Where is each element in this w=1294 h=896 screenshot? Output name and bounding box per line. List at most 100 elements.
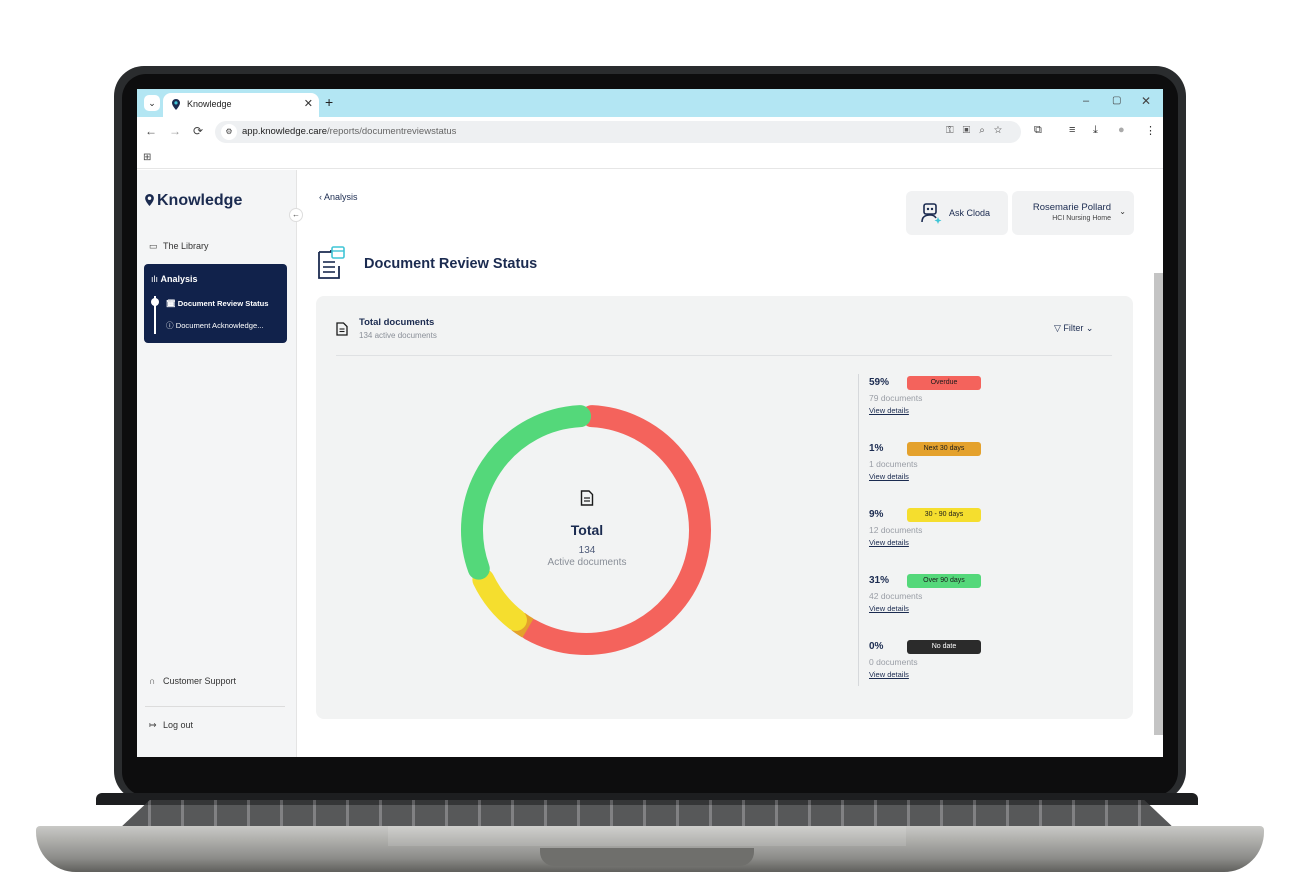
view-details-link[interactable]: View details [869, 406, 909, 415]
status-badge: Next 30 days [907, 442, 981, 456]
status-badge: Over 90 days [907, 574, 981, 588]
laptop-keyboard [118, 800, 1176, 830]
window-restore-button[interactable]: ▢ [1112, 95, 1122, 106]
user-menu[interactable]: Rosemarie Pollard HCI Nursing Home ⌄ [1012, 191, 1134, 235]
document-calendar-icon [318, 246, 345, 279]
donut-segment-overdue[interactable] [519, 405, 711, 655]
bookmarks-bar: ⊞ [137, 147, 1163, 169]
view-details-link[interactable]: View details [869, 472, 909, 481]
omnibox-action-icons[interactable]: ⚿▣⌕☆ [946, 125, 1011, 136]
tab-search-button[interactable]: ⌄ [144, 95, 160, 111]
browser-window: ⌄ Knowledge ✕ + – ▢ ✕ ← → ⟳ ⚙ app.knowle… [137, 89, 1163, 757]
reading-list-icon[interactable]: ≡ [1069, 124, 1076, 136]
knowledge-pin-icon [145, 194, 154, 206]
tab-close-icon[interactable]: ✕ [303, 98, 313, 110]
legend-item-overdue: 59% Overdue 79 documents View details [869, 376, 993, 427]
ask-cloda-button[interactable]: Ask Cloda [906, 191, 1008, 235]
chevron-left-icon: ‹ [319, 192, 325, 202]
laptop-touchpad [388, 826, 906, 846]
chevron-down-icon: ⌄ [1119, 207, 1126, 216]
sidebar-item-analysis[interactable]: ılı Analysis 🗓 Document Review Status ⓘ … [144, 264, 287, 343]
calendar-icon: 🗓 [166, 299, 178, 308]
book-icon: ▭ [149, 241, 158, 251]
filter-button[interactable]: ▽ Filter ⌄ [1054, 323, 1094, 333]
menu-kebab-icon[interactable]: ⋮ [1145, 125, 1156, 137]
collapse-sidebar-button[interactable]: ← [289, 208, 303, 222]
donut-center-count: 134 [578, 545, 596, 556]
status-badge: 30 - 90 days [907, 508, 981, 522]
view-details-link[interactable]: View details [869, 538, 909, 547]
tab-bar: ⌄ Knowledge ✕ + – ▢ ✕ [137, 89, 1163, 117]
forward-button[interactable]: → [169, 124, 181, 138]
browser-tab[interactable]: Knowledge ✕ [163, 93, 319, 117]
card-title: Total documents [359, 317, 435, 328]
ask-cloda-label: Ask Cloda [949, 208, 991, 218]
legend-doc-count: 1 documents [869, 459, 918, 469]
sidebar-item-customer-support[interactable]: ∩ Customer Support [149, 676, 237, 686]
legend-doc-count: 0 documents [869, 657, 918, 667]
legend-item-over-90-days: 31% Over 90 days 42 documents View detai… [869, 574, 993, 625]
info-circle-icon: ⓘ [166, 321, 176, 330]
headset-icon: ∩ [149, 676, 156, 686]
legend-percent: 1% [869, 443, 884, 454]
analysis-label[interactable]: ılı Analysis [151, 274, 198, 284]
card-divider [336, 355, 1112, 356]
download-icon[interactable]: ⤓ [1093, 124, 1098, 136]
window-close-button[interactable]: ✕ [1141, 94, 1152, 108]
sidebar-subitem-document-acknowledgement[interactable]: ⓘ Document Acknowledge... [166, 321, 264, 330]
main-content: ‹ Analysis Ask Cloda Rosemarie Pollard H… [297, 170, 1151, 757]
donut-center-title: Total [570, 522, 604, 538]
view-details-link[interactable]: View details [869, 604, 909, 613]
address-bar[interactable]: ⚙ app.knowledge.care/reports/documentrev… [215, 121, 1021, 143]
legend-percent: 31% [869, 575, 890, 586]
document-center-icon [580, 490, 594, 506]
apps-grid-icon[interactable]: ⊞ [143, 152, 152, 163]
status-badge: Overdue [907, 376, 981, 390]
donut-center-label: Active documents [547, 557, 627, 568]
bar-chart-icon: ılı [151, 274, 161, 284]
legend-percent: 0% [869, 641, 884, 652]
site-info-icon[interactable]: ⚙ [221, 124, 237, 140]
tab-title: Knowledge [187, 99, 232, 109]
legend-doc-count: 12 documents [869, 525, 923, 535]
new-tab-button[interactable]: + [325, 94, 334, 110]
chevron-down-icon: ⌄ [1083, 323, 1094, 333]
back-button[interactable]: ← [145, 124, 157, 138]
extensions-icon[interactable]: ⧉ [1034, 124, 1042, 136]
browser-toolbar: ← → ⟳ ⚙ app.knowledge.care/reports/docum… [137, 117, 1163, 147]
reload-button[interactable]: ⟳ [193, 124, 204, 138]
page-title: Document Review Status [364, 256, 538, 272]
sidebar-divider [145, 706, 285, 707]
legend-item-next-30-days: 1% Next 30 days 1 documents View details [869, 442, 993, 493]
donut-chart [461, 405, 711, 655]
window-minimize-button[interactable]: – [1083, 95, 1090, 107]
robot-assistant-icon [921, 203, 942, 224]
legend-doc-count: 42 documents [869, 591, 923, 601]
filter-funnel-icon: ▽ [1054, 323, 1064, 333]
legend-item-no-date: 0% No date 0 documents View details [869, 640, 993, 691]
url-text[interactable]: app.knowledge.care/reports/documentrevie… [242, 126, 457, 137]
donut-segment-30-90-days[interactable] [472, 568, 527, 631]
sidebar-item-logout[interactable]: ↦ Log out [149, 720, 194, 730]
brand-logo[interactable]: Knowledge [145, 192, 242, 210]
logout-icon: ↦ [149, 720, 157, 730]
card-subtitle: 134 active documents [359, 331, 437, 340]
profile-avatar-icon[interactable]: ● [1118, 124, 1125, 136]
status-badge: No date [907, 640, 981, 654]
submenu-active-indicator [151, 298, 159, 306]
breadcrumb-back-link[interactable]: ‹ Analysis [319, 192, 358, 202]
page-scrollbar[interactable] [1154, 273, 1163, 735]
document-icon [336, 322, 348, 336]
legend-percent: 9% [869, 509, 884, 520]
user-organization: HCI Nursing Home [1052, 215, 1111, 222]
donut-segment-over-90-days[interactable] [461, 405, 592, 580]
view-details-link[interactable]: View details [869, 670, 909, 679]
submenu-tree-line [154, 296, 156, 334]
knowledge-logo-icon [172, 99, 180, 110]
sidebar: Knowledge ← ▭ The Library ılı Analysis 🗓 … [137, 170, 303, 757]
sidebar-item-library[interactable]: ▭ The Library [149, 241, 209, 251]
sidebar-subitem-document-review-status[interactable]: 🗓 Document Review Status [166, 299, 269, 308]
legend-doc-count: 79 documents [869, 393, 923, 403]
app-root: Knowledge ← ▭ The Library ılı Analysis 🗓 … [137, 170, 1163, 757]
